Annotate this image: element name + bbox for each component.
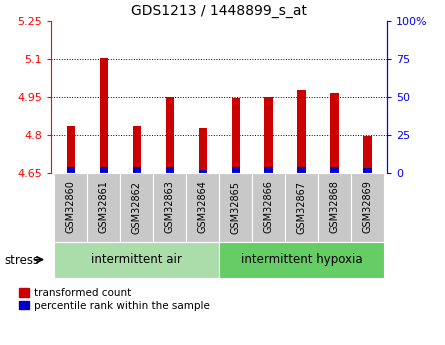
Text: stress: stress [4, 254, 40, 267]
Bar [318, 172, 351, 242]
Bar [285, 172, 318, 242]
Legend: transformed count, percentile rank within the sample: transformed count, percentile rank withi… [19, 288, 210, 311]
Text: intermittent hypoxia: intermittent hypoxia [241, 253, 362, 266]
Text: GSM32861: GSM32861 [99, 180, 109, 234]
Text: GSM32866: GSM32866 [263, 180, 274, 234]
Text: GSM32864: GSM32864 [198, 180, 208, 234]
Text: GSM32862: GSM32862 [132, 180, 142, 234]
Bar [54, 241, 219, 278]
Text: GSM32867: GSM32867 [296, 180, 307, 234]
Bar [297, 90, 306, 172]
Bar [153, 172, 186, 242]
Text: GSM32865: GSM32865 [231, 180, 241, 234]
Bar [166, 167, 174, 172]
Bar [330, 167, 339, 172]
Bar [166, 97, 174, 172]
Bar [363, 168, 372, 172]
Bar [198, 128, 207, 172]
Text: GSM32868: GSM32868 [329, 180, 340, 234]
Bar [219, 172, 252, 242]
Text: GSM32863: GSM32863 [165, 180, 175, 234]
Bar [133, 167, 141, 172]
Bar [252, 172, 285, 242]
Bar [100, 167, 108, 172]
Text: intermittent air: intermittent air [91, 253, 182, 266]
Text: GSM32860: GSM32860 [66, 180, 76, 234]
Text: GSM32869: GSM32869 [362, 180, 372, 234]
Bar [264, 167, 273, 172]
Title: GDS1213 / 1448899_s_at: GDS1213 / 1448899_s_at [131, 4, 307, 18]
Bar [133, 126, 141, 172]
Bar [297, 167, 306, 172]
Bar [231, 98, 240, 172]
Bar [186, 172, 219, 242]
Bar [100, 58, 108, 172]
Bar [363, 136, 372, 172]
Bar [231, 167, 240, 172]
Bar [219, 241, 384, 278]
Bar [67, 167, 75, 172]
Bar [87, 172, 120, 242]
Bar [351, 172, 384, 242]
Bar [264, 97, 273, 172]
Bar [198, 170, 207, 172]
Bar [120, 172, 153, 242]
Bar [330, 93, 339, 172]
Bar [67, 126, 75, 172]
Bar [54, 172, 87, 242]
